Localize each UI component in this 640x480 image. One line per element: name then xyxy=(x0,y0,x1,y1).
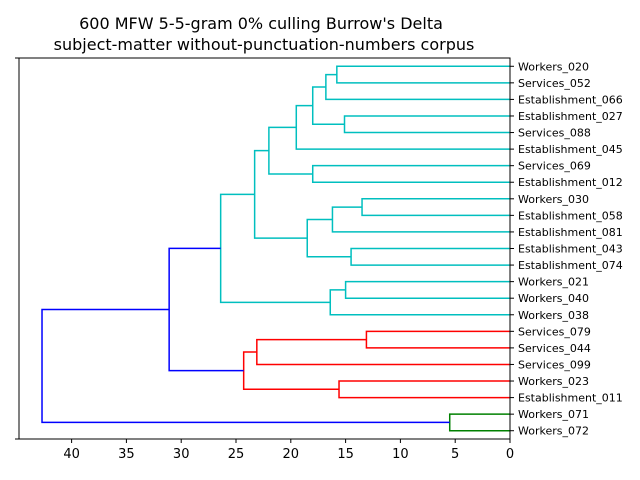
dendrogram-link xyxy=(361,198,510,217)
leaf-label: Services_099 xyxy=(518,358,591,371)
dendrogram-link xyxy=(343,115,510,134)
dendrogram-link xyxy=(338,380,510,399)
leaf-label: Establishment_027 xyxy=(518,110,623,123)
x-tick-label: 25 xyxy=(228,447,245,462)
dendrogram-link xyxy=(325,73,510,101)
leaf-label: Services_088 xyxy=(518,127,591,140)
x-tick-label: 5 xyxy=(451,447,459,462)
leaf-label: Services_044 xyxy=(518,342,591,355)
leaf-label: Workers_021 xyxy=(518,276,589,289)
leaf-label: Workers_072 xyxy=(518,425,589,438)
dendrogram-link xyxy=(295,104,510,150)
chart-subtitle: subject-matter without-punctuation-numbe… xyxy=(54,35,475,54)
dendrogram-link xyxy=(256,338,510,366)
leaf-label: Workers_040 xyxy=(518,292,589,305)
leaf-label: Establishment_074 xyxy=(518,259,623,272)
leaf-label: Establishment_043 xyxy=(518,243,623,256)
dendrogram-links xyxy=(41,65,510,432)
leaf-labels: Workers_020 Services_052 Establishment_066… xyxy=(510,60,623,438)
chart-title: 600 MFW 5-5-gram 0% culling Burrow's Del… xyxy=(79,14,443,33)
leaf-label: Establishment_066 xyxy=(518,93,623,106)
x-tick-label: 35 xyxy=(118,447,135,462)
dendrogram-link xyxy=(311,164,510,183)
x-tick-label: 15 xyxy=(337,447,354,462)
dendrogram-link xyxy=(329,289,510,316)
x-axis-ticks: 40 35 30 25 20 15 10 5 0 xyxy=(63,439,514,462)
leaf-label: Establishment_011 xyxy=(518,392,623,405)
dendrogram-link xyxy=(331,206,510,233)
leaf-label: Workers_071 xyxy=(518,408,589,421)
leaf-label: Services_052 xyxy=(518,77,591,90)
x-tick-label: 40 xyxy=(63,447,80,462)
x-tick-label: 20 xyxy=(283,447,300,462)
x-tick-label: 0 xyxy=(506,447,514,462)
dendrogram-link xyxy=(365,330,510,349)
dendrogram-link xyxy=(242,351,340,391)
x-tick-label: 30 xyxy=(173,447,190,462)
leaf-label: Workers_030 xyxy=(518,193,589,206)
x-tick-label: 10 xyxy=(392,447,409,462)
dendrogram-link xyxy=(306,218,352,258)
leaf-label: Establishment_058 xyxy=(518,209,623,222)
leaf-label: Workers_020 xyxy=(518,60,589,73)
dendrogram-link xyxy=(168,247,244,372)
dendrogram-link xyxy=(350,247,510,266)
leaf-label: Establishment_045 xyxy=(518,143,623,156)
dendrogram-link xyxy=(448,413,510,432)
dendrogram-link xyxy=(219,193,331,304)
dendrogram-link xyxy=(268,126,313,175)
leaf-label: Workers_023 xyxy=(518,375,589,388)
leaf-label: Establishment_012 xyxy=(518,176,623,189)
dendrogram-link xyxy=(344,280,510,299)
leaf-label: Services_079 xyxy=(518,325,591,338)
dendrogram-link xyxy=(336,65,510,84)
leaf-label: Workers_038 xyxy=(518,309,589,322)
dendrogram-link xyxy=(311,86,345,126)
dendrogram-link xyxy=(41,308,450,424)
leaf-label: Establishment_081 xyxy=(518,226,623,239)
dendrogram-link xyxy=(253,149,308,239)
leaf-label: Services_069 xyxy=(518,160,591,173)
